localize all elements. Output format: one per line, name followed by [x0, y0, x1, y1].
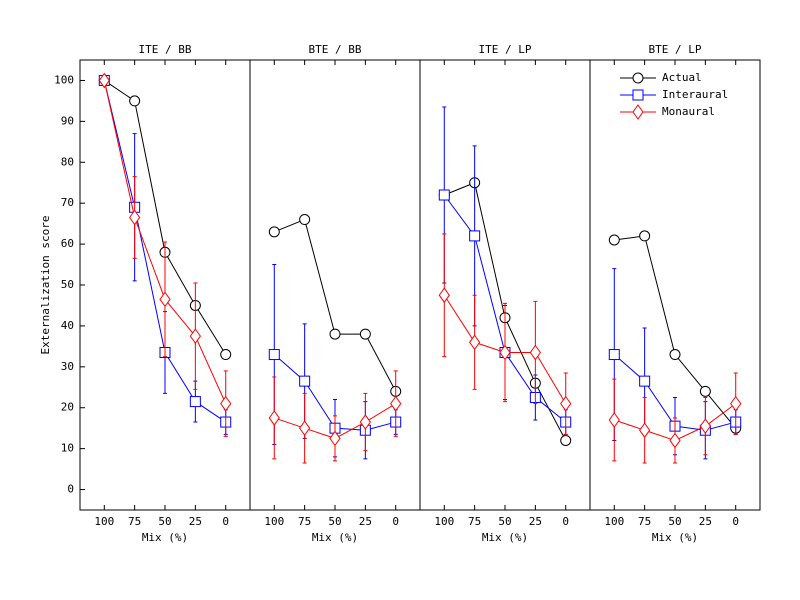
marker [220, 395, 232, 412]
marker [359, 328, 371, 340]
marker [438, 189, 450, 201]
marker [669, 432, 681, 449]
x-tick-label: 25 [529, 515, 542, 528]
x-axis-label: Mix (%) [482, 531, 528, 544]
marker [299, 214, 311, 226]
x-tick-label: 100 [264, 515, 284, 528]
x-tick-label: 75 [468, 515, 481, 528]
legend-label: Actual [662, 71, 702, 84]
marker [438, 287, 450, 304]
x-tick-label: 75 [128, 515, 141, 528]
marker [129, 95, 141, 107]
marker [639, 422, 651, 439]
y-tick-label: 30 [61, 360, 74, 373]
x-tick-label: 75 [638, 515, 651, 528]
legend-label: Interaural [662, 88, 728, 101]
legend-label: Monaural [662, 105, 715, 118]
x-tick-label: 25 [359, 515, 372, 528]
marker [639, 375, 651, 387]
marker [299, 375, 311, 387]
marker [608, 349, 620, 361]
y-axis-label: Externalization score [39, 215, 52, 354]
x-tick-label: 75 [298, 515, 311, 528]
marker [469, 334, 481, 351]
marker [268, 349, 280, 361]
panel-title: BTE / LP [649, 43, 702, 56]
marker [608, 412, 620, 428]
marker [608, 234, 620, 246]
panel-title: ITE / LP [479, 43, 532, 56]
marker [98, 72, 110, 89]
x-axis-label: Mix (%) [652, 531, 698, 544]
y-tick-label: 20 [61, 401, 74, 414]
x-axis-label: Mix (%) [142, 531, 188, 544]
marker [699, 418, 711, 434]
panel-title: ITE / BB [139, 43, 192, 56]
x-tick-label: 100 [434, 515, 454, 528]
marker [632, 104, 644, 120]
marker [469, 230, 481, 242]
marker [632, 72, 644, 84]
marker [189, 396, 201, 408]
panel-title: BTE / BB [309, 43, 362, 56]
marker [632, 89, 644, 101]
x-tick-label: 0 [392, 515, 399, 528]
y-tick-label: 70 [61, 196, 74, 209]
marker [220, 349, 232, 361]
y-tick-label: 80 [61, 155, 74, 168]
marker [669, 349, 681, 361]
marker [299, 420, 311, 437]
y-tick-label: 50 [61, 278, 74, 291]
marker [529, 344, 541, 361]
x-axis-label: Mix (%) [312, 531, 358, 544]
x-tick-label: 25 [699, 515, 712, 528]
x-tick-label: 100 [94, 515, 114, 528]
x-tick-label: 50 [668, 515, 681, 528]
marker [268, 410, 280, 426]
y-tick-label: 100 [54, 73, 74, 86]
marker [129, 209, 141, 226]
y-tick-label: 10 [61, 442, 74, 455]
x-tick-label: 100 [604, 515, 624, 528]
y-tick-label: 40 [61, 319, 74, 332]
marker [329, 328, 341, 340]
y-tick-label: 60 [61, 237, 74, 250]
marker [390, 395, 402, 412]
x-tick-label: 25 [189, 515, 202, 528]
marker [560, 434, 572, 446]
marker [268, 226, 280, 238]
marker [639, 230, 651, 242]
marker [189, 328, 201, 344]
x-tick-label: 50 [158, 515, 171, 528]
x-tick-label: 0 [222, 515, 229, 528]
marker [359, 414, 371, 430]
x-tick-label: 50 [328, 515, 341, 528]
x-tick-label: 0 [732, 515, 739, 528]
x-tick-label: 0 [562, 515, 569, 528]
y-tick-label: 90 [61, 114, 74, 127]
marker [699, 385, 711, 397]
marker [560, 395, 572, 412]
marker [329, 430, 341, 447]
marker [730, 395, 742, 412]
x-tick-label: 50 [498, 515, 511, 528]
series-line [274, 218, 397, 392]
marker [499, 344, 511, 361]
y-tick-label: 0 [67, 483, 74, 496]
marker [159, 291, 171, 308]
